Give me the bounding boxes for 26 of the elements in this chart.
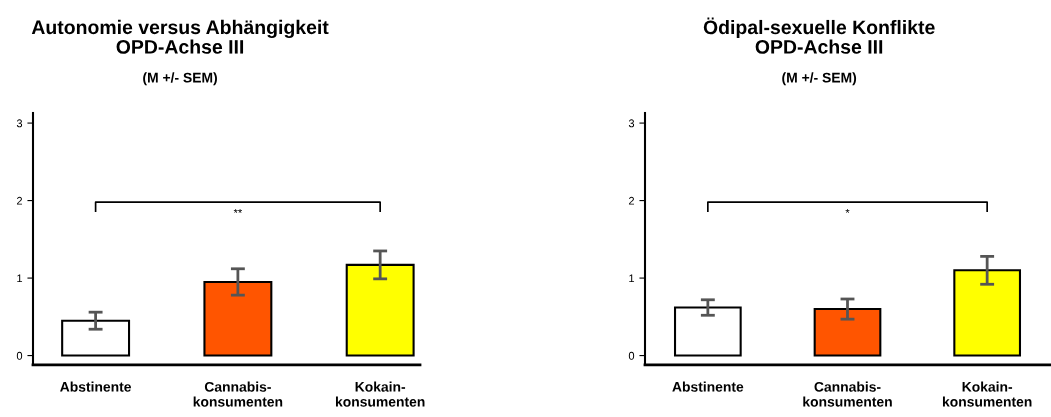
- bar: [203, 280, 273, 357]
- bar: [61, 319, 131, 357]
- chart-subtitle: (M +/- SEM): [782, 72, 857, 86]
- chart-title: Ödipal-sexuelle Konflikte OPD-Achse III: [703, 17, 935, 54]
- x-tick-label: Kokain- konsumenten: [335, 381, 425, 407]
- y-tick-label: 2: [16, 196, 23, 205]
- annotation: *: [845, 208, 850, 213]
- x-tick-label: Abstinente: [672, 381, 744, 392]
- y-tick-label: 0: [16, 351, 23, 360]
- y-tick-label: 3: [16, 119, 23, 128]
- bar: [673, 306, 742, 357]
- y-tick-label: 1: [17, 274, 23, 283]
- bar: [953, 269, 1022, 357]
- annotation: **: [233, 208, 243, 213]
- y-tick-label: 1: [629, 274, 635, 283]
- x-tick-label: Abstinente: [60, 381, 132, 392]
- y-tick-label: 3: [628, 119, 635, 128]
- x-tick-label: Kokain- konsumenten: [942, 381, 1032, 407]
- chart-subtitle: (M +/- SEM): [143, 72, 217, 86]
- y-tick-label: 2: [628, 196, 635, 205]
- chart-title: Autonomie versus Abhängigkeit OPD-Achse III: [31, 19, 329, 54]
- x-tick-label: Cannabis- konsumenten: [193, 381, 283, 407]
- bar: [813, 308, 882, 357]
- x-tick-label: Cannabis- konsumenten: [803, 381, 892, 407]
- y-tick-label: 0: [628, 351, 635, 360]
- bar: [345, 263, 415, 357]
